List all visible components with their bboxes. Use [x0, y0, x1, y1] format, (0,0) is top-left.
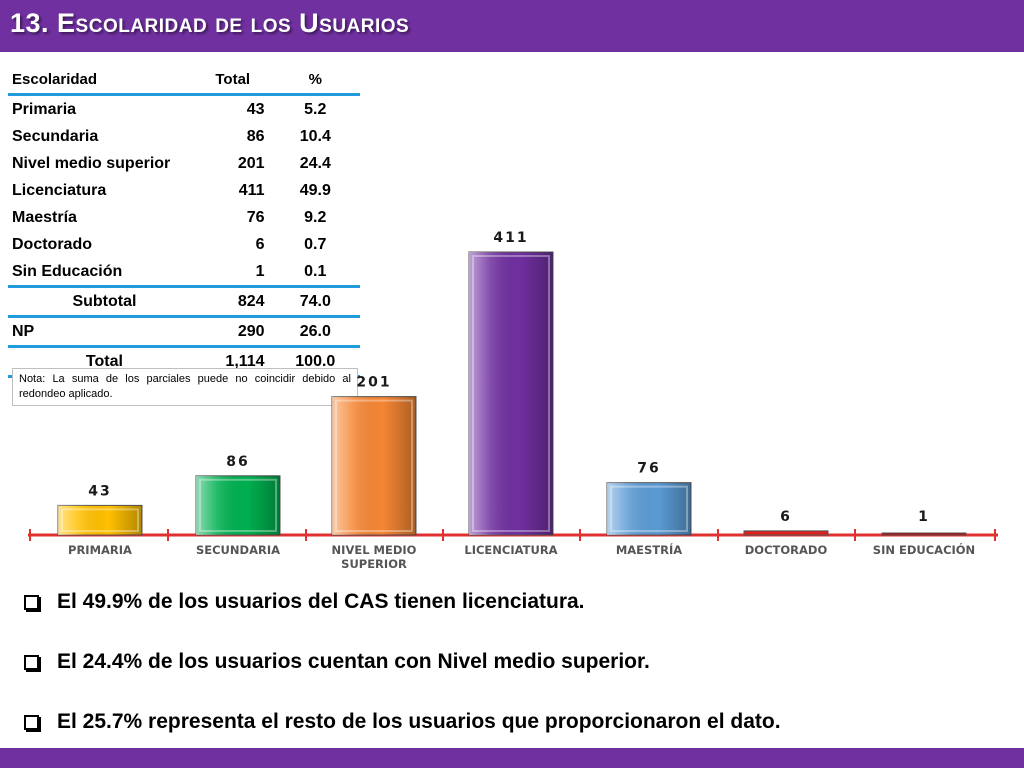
row-total: 6 — [255, 236, 265, 253]
row-total: 1 — [200, 258, 271, 288]
bullet-item: El 24.4% de los usuarios cuentan con Niv… — [24, 650, 650, 674]
bar-shine — [58, 505, 142, 535]
bar-bevel — [472, 255, 550, 532]
header-percent: % — [270, 66, 360, 96]
data-label: 411 — [493, 230, 528, 246]
data-label: 86 — [226, 454, 249, 470]
bullet-item: El 49.9% de los usuarios del CAS tienen … — [24, 590, 585, 614]
bar-bevel — [61, 508, 139, 532]
x-tick-label: LICENCIATURA — [464, 543, 557, 557]
bullet-text: El 25.7% representa el resto de los usua… — [57, 710, 781, 733]
table-row: Maestría 76 9.2 — [8, 204, 360, 231]
row-percent: 0.7 — [304, 236, 327, 253]
np-row: NP 290 26.0 — [8, 316, 360, 348]
row-total: 86 — [246, 128, 265, 145]
row-percent: 0.1 — [270, 258, 360, 288]
page-title: 13. Escolaridad de los Usuarios — [10, 8, 410, 38]
table-row: Primaria 43 5.2 — [8, 95, 360, 124]
row-label: Secundaria — [12, 128, 99, 145]
np-percent: 26.0 — [270, 316, 360, 348]
x-tick-label: NIVEL MEDIO — [332, 543, 417, 557]
table-row: Doctorado 6 0.7 — [8, 231, 360, 258]
table-row: Secundaria 86 10.4 — [8, 123, 360, 150]
row-total: 43 — [246, 101, 265, 118]
bar — [881, 532, 967, 536]
footer-bar — [0, 748, 1024, 768]
subtotal-label: Subtotal — [8, 286, 201, 318]
subtotal-total: 824 — [200, 286, 271, 318]
row-percent: 5.2 — [304, 101, 327, 118]
row-total: 76 — [246, 209, 265, 226]
table-row: Sin Educación 1 0.1 — [8, 258, 360, 288]
x-tick-label: SUPERIOR — [341, 557, 407, 571]
x-tick-label: DOCTORADO — [745, 543, 828, 557]
bar-shine — [332, 396, 416, 535]
table-row: Nivel medio superior 201 24.4 — [8, 150, 360, 177]
bar-shine — [469, 252, 553, 535]
row-total: 201 — [237, 155, 265, 172]
row-percent: 9.2 — [304, 209, 327, 226]
table-row: Licenciatura 411 49.9 — [8, 177, 360, 204]
bullet-item: El 25.7% representa el resto de los usua… — [24, 710, 781, 734]
header-escolaridad: Escolaridad — [8, 66, 201, 96]
checkbox-bullet-icon — [24, 714, 39, 730]
row-label: Nivel medio superior — [12, 155, 171, 172]
title-bar: 13. Escolaridad de los Usuarios — [0, 0, 1024, 52]
row-label: Primaria — [12, 101, 77, 118]
data-label: 201 — [356, 375, 391, 391]
np-label: NP — [8, 316, 201, 348]
row-label: Maestría — [12, 209, 77, 226]
row-total: 411 — [238, 182, 265, 199]
row-percent: 10.4 — [299, 128, 331, 145]
np-total: 290 — [200, 316, 271, 348]
education-table: Escolaridad Total % Primaria 43 5.2 Secu… — [8, 66, 360, 378]
rounding-note: Nota: La suma de los parciales puede no … — [12, 368, 358, 406]
subtotal-percent: 74.0 — [270, 286, 360, 318]
bar-bevel — [610, 485, 688, 532]
x-tick-label: SECUNDARIA — [196, 543, 280, 557]
row-label: Sin Educación — [8, 258, 201, 288]
x-tick-label: SIN EDUCACIÓN — [873, 542, 975, 557]
row-label: Licenciatura — [12, 182, 107, 199]
data-label: 76 — [637, 461, 660, 477]
row-percent: 49.9 — [299, 182, 331, 199]
checkbox-bullet-icon — [24, 594, 39, 610]
data-label: 6 — [780, 509, 792, 525]
checkbox-bullet-icon — [24, 654, 39, 670]
bar — [743, 530, 829, 536]
header-total: Total — [200, 66, 271, 96]
data-label: 43 — [88, 483, 111, 499]
row-percent: 24.4 — [299, 155, 331, 172]
table-header-row: Escolaridad Total % — [8, 66, 360, 96]
bar-bevel — [199, 478, 277, 532]
bullet-text: El 24.4% de los usuarios cuentan con Niv… — [57, 650, 650, 673]
bar-bevel — [335, 399, 413, 532]
data-label: 1 — [918, 509, 930, 525]
bullet-text: El 49.9% de los usuarios del CAS tienen … — [57, 590, 585, 613]
subtotal-row: Subtotal 824 74.0 — [8, 286, 360, 318]
x-tick-label: PRIMARIA — [68, 543, 132, 557]
bar-shine — [196, 475, 280, 535]
x-tick-label: MAESTRÍA — [616, 542, 682, 557]
bar-shine — [607, 482, 691, 535]
education-bar-chart: 43 PRIMARIA 86 SECUNDARIA 201 NIVEL MEDIOSUPE… — [28, 230, 998, 571]
row-label: Doctorado — [12, 236, 92, 253]
